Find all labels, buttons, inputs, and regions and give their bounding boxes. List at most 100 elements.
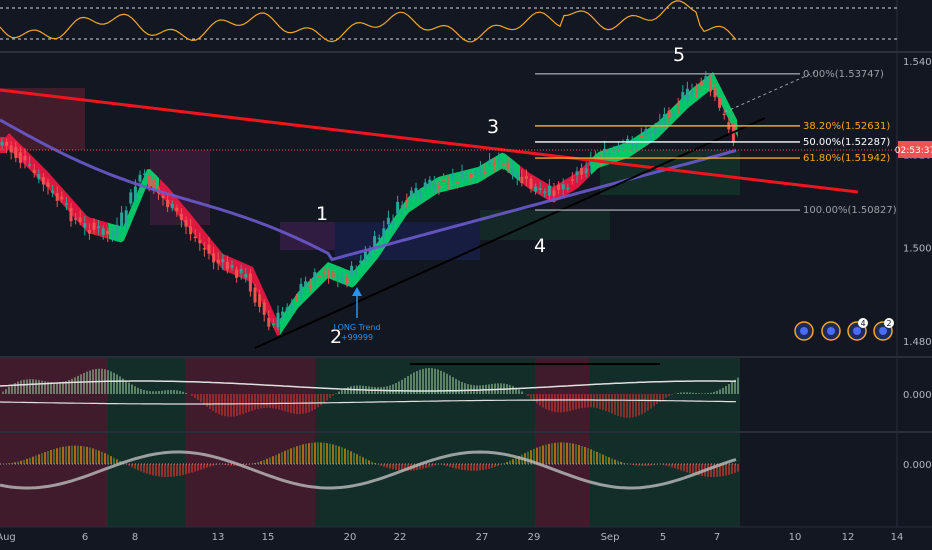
candle-body: [184, 219, 188, 227]
date-tick-label: 29: [528, 532, 541, 543]
current-price-label: 02:53:37: [895, 146, 932, 156]
candle-body: [543, 191, 547, 193]
candle-body: [133, 186, 137, 201]
candle-body: [336, 275, 340, 280]
candle-body: [152, 180, 156, 191]
regime-zone: [108, 357, 185, 527]
candle-body: [460, 171, 464, 178]
candle-body: [9, 145, 13, 153]
candle-body: [37, 174, 41, 180]
candle-body: [690, 89, 694, 95]
candle-body: [138, 174, 142, 182]
candle-body: [377, 237, 381, 240]
candle-body: [561, 184, 565, 190]
annotation-label: LONG Trend: [333, 323, 380, 332]
date-tick-label: 15: [262, 532, 275, 543]
date-tick-label: 22: [394, 532, 407, 543]
candle-body: [363, 251, 367, 262]
candle-body: [308, 285, 312, 288]
support-line: [254, 117, 766, 349]
candle-body: [299, 283, 303, 296]
date-tick-label: 13: [212, 532, 225, 543]
badge-icon-core: [827, 327, 835, 335]
candle-body: [51, 190, 55, 193]
candle-body: [368, 251, 372, 258]
oscillator-base-line: [0, 399, 737, 405]
candle-body: [511, 167, 515, 176]
candle-body: [202, 248, 206, 250]
candle-body: [230, 265, 234, 268]
candle-body: [5, 142, 9, 146]
candle-body: [584, 168, 588, 174]
projection-line: [724, 71, 816, 113]
candle-body: [575, 171, 579, 176]
candle-body: [423, 182, 427, 188]
candle-body: [198, 239, 202, 244]
candle-body: [248, 273, 252, 292]
candle-body: [179, 213, 183, 220]
date-tick-label: Aug: [0, 532, 16, 543]
candle-body: [258, 294, 262, 307]
candle-body: [658, 121, 662, 128]
date-tick-label: 6: [82, 532, 88, 543]
highlight-box: [280, 222, 335, 250]
candle-body: [446, 180, 450, 183]
grid: [0, 0, 932, 528]
candle-body: [538, 188, 542, 191]
candle-body: [635, 143, 639, 147]
price-tick-label: 1.54000: [903, 57, 932, 68]
fib-level-label: 61.80%(1.51942): [803, 153, 890, 164]
candle-body: [354, 270, 358, 274]
candle-body: [340, 278, 344, 281]
candle-body: [419, 191, 423, 199]
date-axis: Aug 6 8 13 15 20 22 27 29 Sep 5 7 10 12 14: [0, 532, 903, 543]
date-tick-label: 10: [789, 532, 802, 543]
candle-body: [685, 88, 689, 102]
candle-body: [529, 178, 533, 189]
candle-body: [488, 160, 492, 165]
wave-label: 4: [534, 235, 546, 257]
candle-body: [483, 171, 487, 174]
candle-body: [414, 188, 418, 195]
overlay-lines: [0, 71, 897, 349]
price-panel: 0.00%(1.53747) 38.20%(1.52631) 50.00%(1.52…: [0, 44, 897, 349]
candle-body: [662, 114, 666, 124]
regime-zone: [535, 357, 590, 527]
candle-body: [28, 164, 32, 166]
candle-body: [124, 210, 128, 223]
candle-body: [616, 145, 620, 149]
candle-body: [313, 272, 317, 281]
candle-body: [189, 226, 193, 235]
moving-average-line: [0, 118, 737, 262]
candle-body: [474, 170, 478, 175]
price-tick-label: 1.48000: [903, 337, 932, 348]
candle-body: [106, 231, 110, 235]
candle-body: [244, 274, 248, 278]
badge-count: 2: [886, 319, 891, 328]
candle-body: [391, 220, 395, 225]
candle-body: [345, 277, 349, 284]
date-tick-label: 27: [476, 532, 489, 543]
candle-body: [704, 76, 708, 82]
candle-body: [506, 162, 510, 169]
candle-body: [110, 233, 114, 237]
candle-body: [253, 287, 257, 303]
badge-count-dot: [858, 318, 868, 328]
candle-body: [451, 173, 455, 181]
candles: [0, 71, 735, 331]
candle-body: [653, 127, 657, 134]
candle-body: [552, 190, 556, 196]
candle-body: [41, 177, 45, 185]
candle-body: [580, 168, 584, 175]
candle-body: [681, 92, 685, 99]
candle-body: [713, 87, 717, 98]
candle-body: [267, 317, 271, 327]
date-tick-label: 5: [660, 532, 666, 543]
candle-body: [216, 259, 220, 264]
candle-body: [465, 174, 469, 176]
candle-body: [239, 268, 243, 273]
candle-body: [708, 81, 712, 92]
candle-body: [64, 203, 68, 205]
